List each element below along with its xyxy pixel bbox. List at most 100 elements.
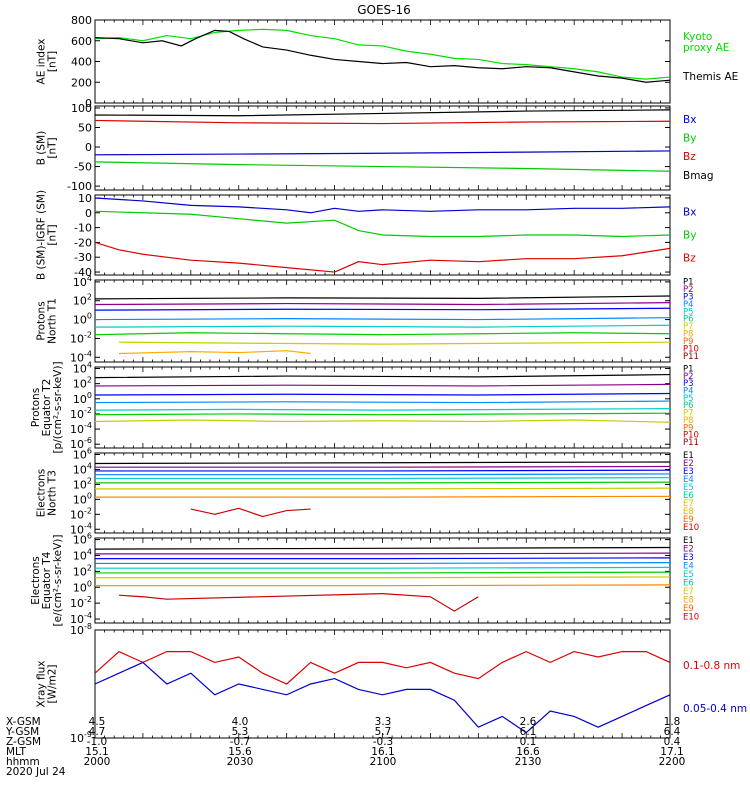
legend-entry: P9 xyxy=(683,337,694,347)
series-line-by xyxy=(95,210,670,238)
footer-row-label: Y-GSM xyxy=(5,726,39,738)
legend-entry: E7 xyxy=(683,499,694,509)
legend-entry: P7 xyxy=(683,409,694,419)
y-axis-label: ProtonsEquator T2[p/(cm²-s-sr-keV)] xyxy=(30,361,64,453)
y-tick-label: 600 xyxy=(71,35,92,48)
y-tick-label: 106 xyxy=(73,446,92,461)
footer-value: 15.6 xyxy=(228,746,252,758)
footer-value: 4.5 xyxy=(89,716,106,728)
legend-entry: P11 xyxy=(683,438,699,448)
y-tick-label: 100 xyxy=(73,491,92,506)
y-tick-label: 10-4 xyxy=(70,421,92,436)
minor-ticks xyxy=(94,195,671,275)
legend-entry: E2 xyxy=(683,545,694,555)
footer-value: 17.1 xyxy=(660,746,683,758)
legend-entry: E8 xyxy=(683,507,694,517)
y-axis-label: ElectronsNorth T3 xyxy=(36,469,59,518)
legend-entry: P3 xyxy=(683,292,694,302)
legend-entry: E1 xyxy=(683,451,694,461)
series-line-by xyxy=(95,161,670,172)
legend-entry: P1 xyxy=(683,364,694,374)
y-tick-label: 10-4 xyxy=(70,611,92,626)
footer-value: 4.0 xyxy=(232,716,249,728)
series-group xyxy=(95,461,670,518)
series-group xyxy=(95,197,670,273)
y-axis-label: ProtonsNorth T1 xyxy=(36,298,59,344)
minor-ticks xyxy=(94,20,671,103)
legend-entry: proxy AE xyxy=(683,42,729,54)
footer-value: 2030 xyxy=(227,756,254,768)
legend-entry: E5 xyxy=(683,570,694,580)
legend: 0.1-0.8 nm 0.05-0.4 nm xyxy=(683,660,747,715)
series-line-p5 xyxy=(95,408,670,411)
legend-entry: Bx xyxy=(683,207,696,219)
legend-entry: P2 xyxy=(683,285,694,295)
legend-entry: P8 xyxy=(683,330,694,340)
y-tick-label: 400 xyxy=(71,56,92,69)
y-axis-label: Xray flux[W/m2] xyxy=(36,661,59,708)
series-line-bmag xyxy=(95,109,670,117)
panel-bsm: 100 50 0 -50 -100 B (SM)[nT] Bx By Bz Bmag xyxy=(36,102,714,193)
y-tick-label: 0 xyxy=(85,207,92,220)
y-tick-label: -100 xyxy=(67,180,92,193)
series-line-p3 xyxy=(95,392,670,396)
footer-value: 16.1 xyxy=(371,746,394,758)
footer-value: 2.6 xyxy=(520,716,537,728)
series-line-e3 xyxy=(95,469,670,472)
panel-pn: 104 102 100 10-2 10-4 ProtonsNorth T1 P1P2P3P4… xyxy=(36,274,699,364)
footer-row-label: Z-GSM xyxy=(6,736,41,748)
footer-value: 2100 xyxy=(370,756,397,768)
legend-entry: Bmag xyxy=(683,170,714,182)
footer-value: 2130 xyxy=(515,756,542,768)
footer-value: 6.1 xyxy=(520,726,537,738)
legend-entry: Kyoto xyxy=(683,31,712,43)
legend-entry: E6 xyxy=(683,491,694,501)
y-tick-label: 106 xyxy=(73,532,92,547)
footer-value: 15.1 xyxy=(85,746,108,758)
y-tick-label: 102 xyxy=(73,563,92,578)
footer-row-label: X-GSM xyxy=(6,716,41,728)
legend-entry: P7 xyxy=(683,322,694,332)
panel-bigrf: 100-10-20-30-40B (SM)-IGRF (SM)[nT]BxByB… xyxy=(36,190,697,280)
series-line-p1 xyxy=(95,373,670,379)
series-line-e5 xyxy=(95,477,670,480)
y-tick-label: 100 xyxy=(71,102,92,115)
series-line-p3 xyxy=(95,307,670,311)
minor-ticks xyxy=(94,630,671,738)
plot-title: GOES-16 xyxy=(357,3,411,17)
footer-date: 2020 Jul 24 xyxy=(6,766,66,778)
minor-ticks xyxy=(94,538,671,623)
series-line-p2 xyxy=(95,383,670,387)
y-tick-label: 104 xyxy=(73,547,92,562)
series-line-e1 xyxy=(95,546,670,550)
footer-row-label: MLT xyxy=(6,746,26,758)
legend-entry: E9 xyxy=(683,604,694,614)
series-line-p7 xyxy=(95,419,670,423)
footer-value: 6.4 xyxy=(664,726,681,738)
y-tick-label: 102 xyxy=(73,293,92,308)
series-group xyxy=(95,373,670,423)
legend-entry: Bz xyxy=(683,252,696,264)
y-tick-label: -10 xyxy=(74,222,92,235)
panel-xray: 10-8 10-9 Xray flux[W/m2] 0.1-0.8 nm 0.05-0.… xyxy=(36,622,748,745)
legend-entry: P4 xyxy=(683,387,694,397)
series-line-e2 xyxy=(95,465,670,468)
series-line-p6 xyxy=(95,412,670,416)
series-line-p5 xyxy=(95,324,670,328)
y-tick-label: 10-2 xyxy=(70,406,92,421)
legend-entry: 0.1-0.8 nm xyxy=(683,660,740,672)
legend-entry: Bz xyxy=(683,151,696,163)
legend-entry: Themis AE xyxy=(682,71,738,83)
series-group xyxy=(95,295,670,355)
y-axis-label: ElectronsEquator T4[e/(cm²-s-sr-keV)] xyxy=(30,535,64,627)
y-tick-label: 0 xyxy=(85,141,92,154)
series-line-e4 xyxy=(95,473,670,476)
series-line-kyoto-proxy-ae xyxy=(95,28,670,80)
y-tick-label: 0 xyxy=(85,97,92,110)
